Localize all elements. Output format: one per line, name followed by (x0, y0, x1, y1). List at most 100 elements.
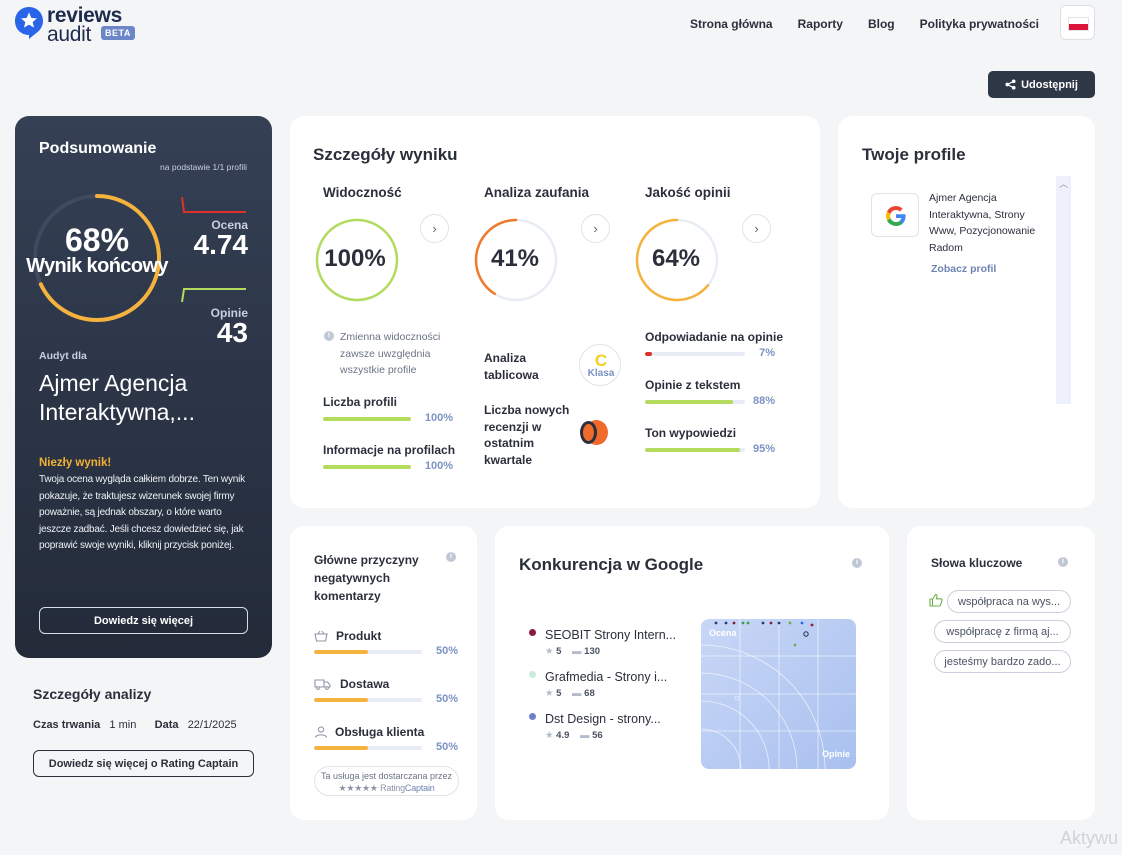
logo[interactable]: reviews audit BETA (14, 4, 144, 46)
competitor-reviews: 56 (592, 730, 603, 741)
competition-map[interactable]: Ocena Opinie (701, 619, 856, 769)
rating-label: Ocena (211, 218, 248, 232)
view-profile-link[interactable]: Zobacz profil (931, 263, 997, 275)
profile-info-pct: 100% (424, 460, 453, 472)
profiles-scrollbar[interactable] (1056, 176, 1071, 404)
star-icon: ★ (545, 646, 554, 657)
keyword-chip[interactable]: współpraca na wys... (947, 590, 1071, 613)
map-x-label: Opinie (821, 749, 850, 759)
analysis-details-row: Czas trwania 1 min Data 22/1/2025 (33, 719, 237, 731)
date-value: 22/1/2025 (187, 719, 237, 731)
visibility-gauge (315, 218, 399, 302)
info-icon[interactable]: i (1058, 557, 1068, 567)
profile-info-label: Informacje na profilach (323, 443, 456, 457)
negative-delivery-bar (314, 698, 422, 702)
result-details-card (290, 116, 820, 508)
verdict-title: Niezły wynik! (39, 457, 112, 469)
score-percent: 68% (64, 222, 130, 258)
competitor-rating: 5 (556, 688, 562, 699)
grade-badge: C Klasa (579, 344, 621, 386)
share-label: Udostępnij (1021, 78, 1078, 91)
profiles-count-bar (323, 417, 411, 421)
trust-expand-button[interactable]: › (581, 214, 610, 243)
responses-label: Odpowiadanie na opinie (645, 330, 784, 344)
analysis-details-title: Szczegóły analizy (33, 686, 152, 702)
negative-service-label: Obsługa klienta (335, 725, 425, 739)
info-icon: i (324, 331, 334, 341)
thumbs-up-icon (929, 593, 943, 607)
rating-captain-button[interactable]: Dowiedz się więcej o Rating Captain (33, 750, 254, 777)
nav-home[interactable]: Strona główna (689, 17, 773, 31)
info-icon[interactable]: i (852, 558, 862, 568)
keyword-chip[interactable]: jesteśmy bardzo zado... (934, 650, 1071, 673)
competitor-name[interactable]: Grafmedia - Strony i... (545, 670, 668, 684)
opinions-value: 43 (216, 317, 248, 348)
learn-more-button[interactable]: Dowiedz się więcej (39, 607, 248, 634)
trust-value: 41% (490, 245, 540, 272)
result-details-title: Szczegóły wyniku (313, 145, 458, 164)
basket-icon (314, 630, 328, 642)
quality-title: Jakość opinii (645, 185, 731, 200)
keyword-chip[interactable]: współpracę z firmą aj... (934, 620, 1071, 643)
audit-for-label: Audyt dla (39, 350, 87, 362)
negative-delivery-label: Dostawa (340, 677, 390, 691)
comment-icon: ▬ (572, 646, 582, 657)
visibility-expand-button[interactable]: › (420, 214, 449, 243)
provided-by-badge[interactable]: Ta usługa jest dostarczana przez ★★★★★ R… (314, 766, 459, 796)
competitor-name[interactable]: SEOBIT Strony Intern... (545, 628, 677, 642)
competition-map-grid (701, 619, 856, 769)
nav-reports[interactable]: Raporty (797, 17, 843, 31)
competitor-color-dot (529, 629, 536, 636)
summary-subtitle: na podstawie 1/1 profili (160, 162, 247, 172)
star-icon: ★ (545, 730, 554, 741)
info-icon[interactable]: i (446, 552, 456, 562)
quality-value: 64% (651, 245, 701, 272)
keywords-card (907, 526, 1095, 820)
competition-title: Konkurencja w Google (519, 555, 704, 574)
chevron-right-icon: › (432, 221, 437, 236)
competitor-meta: ★ 5 ▬ 130 (545, 646, 600, 657)
visibility-note: Zmienna widoczności zawsze uwzględnia ws… (340, 331, 441, 376)
quality-expand-button[interactable]: › (742, 214, 771, 243)
rating-captain-logo-bold: Captain (404, 783, 435, 793)
activation-watermark: Aktywu (1060, 828, 1119, 848)
language-button[interactable] (1060, 5, 1095, 40)
visibility-title: Widoczność (323, 185, 402, 200)
competitor-color-dot (529, 713, 536, 720)
competitor-rating: 4.9 (556, 730, 570, 741)
map-y-label: Ocena (709, 628, 737, 638)
comment-icon: ▬ (579, 730, 590, 741)
duration-value: 1 min (109, 719, 137, 731)
poland-flag-icon (1068, 17, 1089, 31)
chevron-up-icon[interactable]: ︿ (1059, 179, 1069, 189)
negative-service-pct: 50% (435, 741, 458, 753)
summary-card: Podsumowanie na podstawie 1/1 profili 68… (15, 116, 272, 658)
logo-star-icon (15, 7, 43, 39)
profiles-count-pct: 100% (424, 412, 453, 424)
score-ring (33, 194, 161, 322)
share-icon (1005, 79, 1016, 90)
new-reviews-badge (578, 420, 608, 446)
responses-pct: 7% (759, 347, 775, 359)
trust-gauge (474, 218, 558, 302)
negative-product-bar (314, 650, 422, 654)
share-button[interactable]: Udostępnij (988, 71, 1095, 98)
beta-badge: BETA (101, 26, 135, 40)
provided-by-text: Ta usługa jest dostarczana przez (320, 771, 453, 781)
competitor-reviews: 130 (584, 646, 601, 657)
competitor-color-dot (529, 671, 536, 678)
competitor-rating: 5 (556, 646, 562, 657)
new-reviews-label: Liczba nowych recenzji w ostatnim kwarta… (484, 403, 570, 467)
nav-blog[interactable]: Blog (867, 17, 895, 31)
nav-privacy[interactable]: Polityka prywatności (919, 17, 1039, 31)
main-nav: Strona główna Raporty Blog Polityka pryw… (690, 17, 1039, 31)
rating-captain-logo-text: ★★★★★ Rating (338, 783, 405, 793)
text-reviews-label: Opinie z tekstem (645, 378, 741, 392)
brand-name: reviews (47, 4, 122, 27)
grade-letter: C (594, 351, 608, 370)
tone-pct: 95% (752, 443, 775, 455)
text-reviews-bar (645, 400, 745, 404)
summary-title: Podsumowanie (39, 140, 157, 157)
competitor-name[interactable]: Dst Design - strony... (545, 712, 661, 726)
profile-info-bar (323, 465, 411, 469)
